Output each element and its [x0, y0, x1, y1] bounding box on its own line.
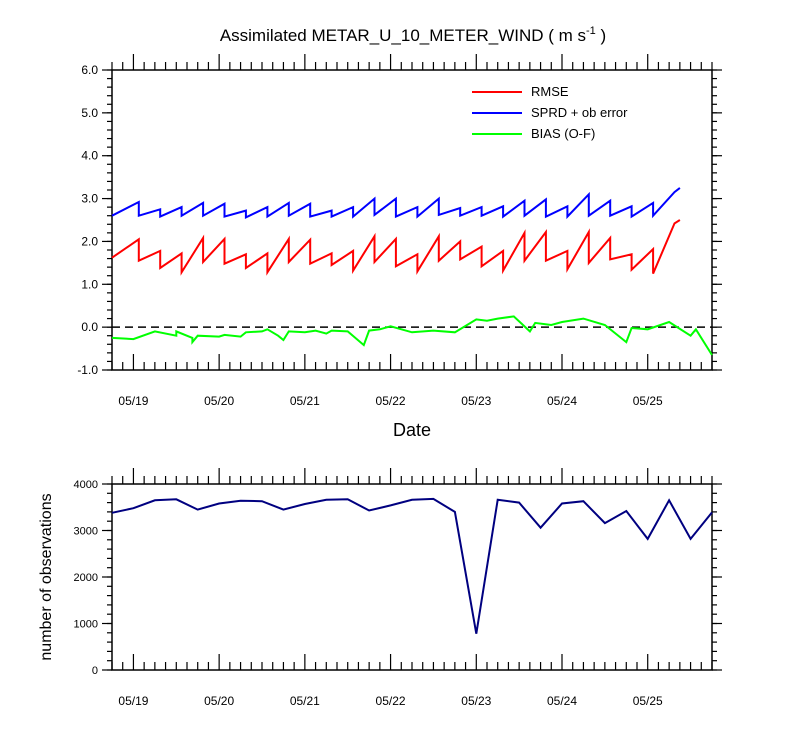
legend-label: SPRD + ob error [531, 105, 628, 120]
legend-label: RMSE [531, 84, 569, 99]
y-tick-label: 2000 [74, 572, 98, 584]
rmse-spread-bias-chart: Assimilated METAR_U_10_METER_WIND ( m s-… [77, 25, 722, 440]
x-tick-label: 05/22 [376, 394, 406, 408]
x-tick-label: 05/23 [461, 394, 491, 408]
bottom-ticks [102, 468, 722, 671]
legend: RMSE SPRD + ob error BIAS (O-F) [472, 84, 628, 141]
x-tick-label: 05/20 [204, 694, 234, 708]
y-tick-label: 6.0 [81, 63, 98, 77]
y-tick-label: 3000 [74, 526, 98, 538]
observation-count-line [111, 497, 713, 634]
y-tick-label: 3.0 [81, 192, 98, 206]
x-tick-label: 05/24 [547, 694, 577, 708]
y-tick-label: 5.0 [81, 106, 98, 120]
chart-title: Assimilated METAR_U_10_METER_WIND ( m s-… [220, 25, 606, 45]
x-tick-label: 05/23 [461, 694, 491, 708]
top-series [111, 187, 713, 356]
series-line-rmse [111, 219, 681, 276]
bottom-x-tick-labels: 05/19 05/20 05/21 05/22 05/23 05/24 05/25 [118, 694, 663, 708]
y-tick-label: -1.0 [77, 363, 98, 377]
series-line-bias-o-f [111, 315, 713, 356]
x-tick-label: 05/19 [118, 694, 148, 708]
x-tick-label: 05/24 [547, 394, 577, 408]
y-tick-label: 0.0 [81, 320, 98, 334]
y-tick-label: 2.0 [81, 234, 98, 248]
y-tick-label: 1000 [74, 619, 98, 631]
top-y-tick-labels: -1.0 0.0 1.0 2.0 3.0 4.0 5.0 6.0 [77, 63, 98, 377]
bottom-y-tick-labels: 0 1000 2000 3000 4000 [74, 479, 98, 677]
x-tick-label: 05/21 [290, 694, 320, 708]
top-x-tick-labels: 05/19 05/20 05/21 05/22 05/23 05/24 05/25 [118, 394, 663, 408]
y-tick-label: 0 [92, 665, 98, 677]
bottom-series [111, 497, 713, 634]
x-tick-label: 05/19 [118, 394, 148, 408]
x-tick-label: 05/20 [204, 394, 234, 408]
x-tick-label: 05/25 [633, 394, 663, 408]
y-tick-label: 4.0 [81, 149, 98, 163]
x-tick-label: 05/22 [376, 694, 406, 708]
x-axis-label: Date [393, 420, 431, 440]
legend-label: BIAS (O-F) [531, 126, 595, 141]
x-tick-label: 05/25 [633, 694, 663, 708]
bottom-plot-frame [111, 483, 713, 671]
y-tick-label: 1.0 [81, 277, 98, 291]
top-ticks [102, 54, 722, 371]
x-tick-label: 05/21 [290, 394, 320, 408]
series-line-sprd-ob-error [111, 187, 681, 220]
y-tick-label: 4000 [74, 479, 98, 491]
y-axis-label: number of observations [38, 493, 55, 660]
